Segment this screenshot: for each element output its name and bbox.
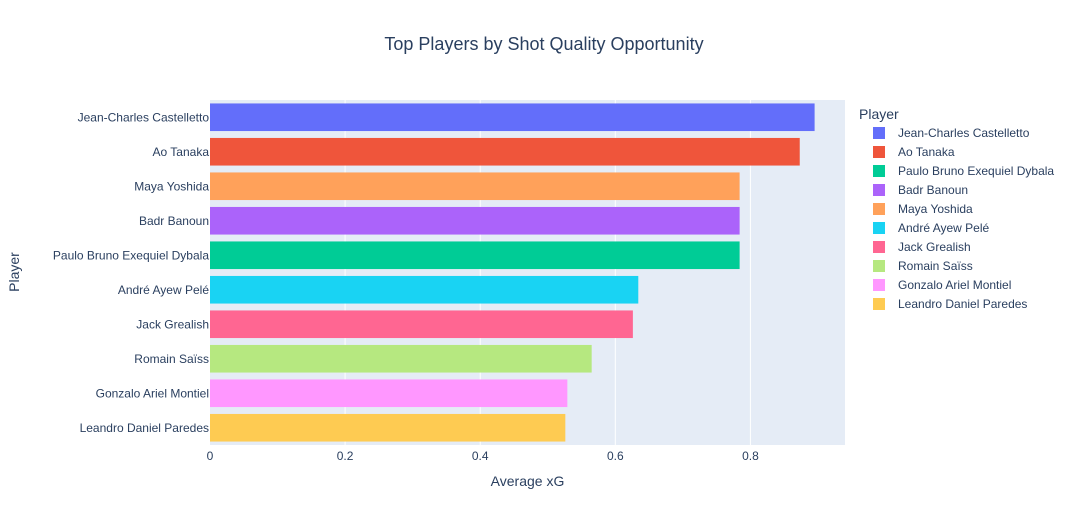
x-tick-label: 0.2 [337, 449, 354, 463]
legend-title: Player [859, 106, 899, 122]
legend-label[interactable]: Romain Saïss [898, 259, 973, 273]
bar[interactable] [210, 172, 740, 201]
bar[interactable] [210, 206, 740, 235]
x-axis-title: Average xG [491, 473, 565, 489]
legend-swatch[interactable] [873, 127, 885, 139]
y-tick-label: Badr Banoun [139, 214, 209, 228]
y-tick-label: Ao Tanaka [153, 145, 210, 159]
x-tick-label: 0.8 [742, 449, 759, 463]
legend-swatch[interactable] [873, 241, 885, 253]
legend-swatch[interactable] [873, 165, 885, 177]
legend-swatch[interactable] [873, 203, 885, 215]
bars [210, 103, 815, 442]
y-tick-label: Gonzalo Ariel Montiel [96, 386, 209, 400]
y-tick-label: Romain Saïss [134, 352, 209, 366]
bar[interactable] [210, 413, 566, 442]
x-tick-label: 0.4 [472, 449, 489, 463]
bar[interactable] [210, 241, 740, 270]
y-tick-label: Maya Yoshida [134, 179, 209, 193]
legend-label[interactable]: Leandro Daniel Paredes [898, 297, 1027, 311]
legend-swatch[interactable] [873, 222, 885, 234]
y-tick-label: André Ayew Pelé [118, 283, 209, 297]
legend-swatch[interactable] [873, 184, 885, 196]
legend-label[interactable]: Badr Banoun [898, 183, 968, 197]
legend-label[interactable]: Gonzalo Ariel Montiel [898, 278, 1011, 292]
y-tick-label: Jean-Charles Castelletto [78, 110, 210, 124]
x-tick-label: 0 [207, 449, 214, 463]
bar[interactable] [210, 275, 639, 304]
y-tick-label: Paulo Bruno Exequiel Dybala [53, 248, 209, 262]
legend-swatch[interactable] [873, 279, 885, 291]
legend-label[interactable]: André Ayew Pelé [898, 221, 989, 235]
bar[interactable] [210, 310, 633, 339]
legend-swatch[interactable] [873, 260, 885, 272]
legend-label[interactable]: Ao Tanaka [898, 145, 955, 159]
y-tick-label: Leandro Daniel Paredes [80, 421, 209, 435]
bar[interactable] [210, 103, 815, 132]
y-tick-label: Jack Grealish [136, 317, 209, 331]
x-tick-labels: 0 0.2 0.4 0.6 0.8 [207, 449, 759, 463]
legend-swatch[interactable] [873, 298, 885, 310]
bar[interactable] [210, 379, 568, 408]
legend-label[interactable]: Maya Yoshida [898, 202, 973, 216]
x-tick-label: 0.6 [607, 449, 624, 463]
y-tick-labels: Jean-Charles Castelletto Ao Tanaka Maya Yo… [53, 110, 209, 435]
legend-label[interactable]: Jean-Charles Castelletto [898, 126, 1030, 140]
bar[interactable] [210, 344, 592, 373]
y-axis-title: Player [6, 252, 22, 292]
legend-swatch[interactable] [873, 146, 885, 158]
bar[interactable] [210, 137, 800, 166]
legend[interactable]: Jean-Charles Castelletto Ao Tanaka Paulo B… [873, 126, 1054, 311]
legend-label[interactable]: Paulo Bruno Exequiel Dybala [898, 164, 1054, 178]
chart-title: Top Players by Shot Quality Opportunity [384, 34, 703, 54]
legend-label[interactable]: Jack Grealish [898, 240, 971, 254]
